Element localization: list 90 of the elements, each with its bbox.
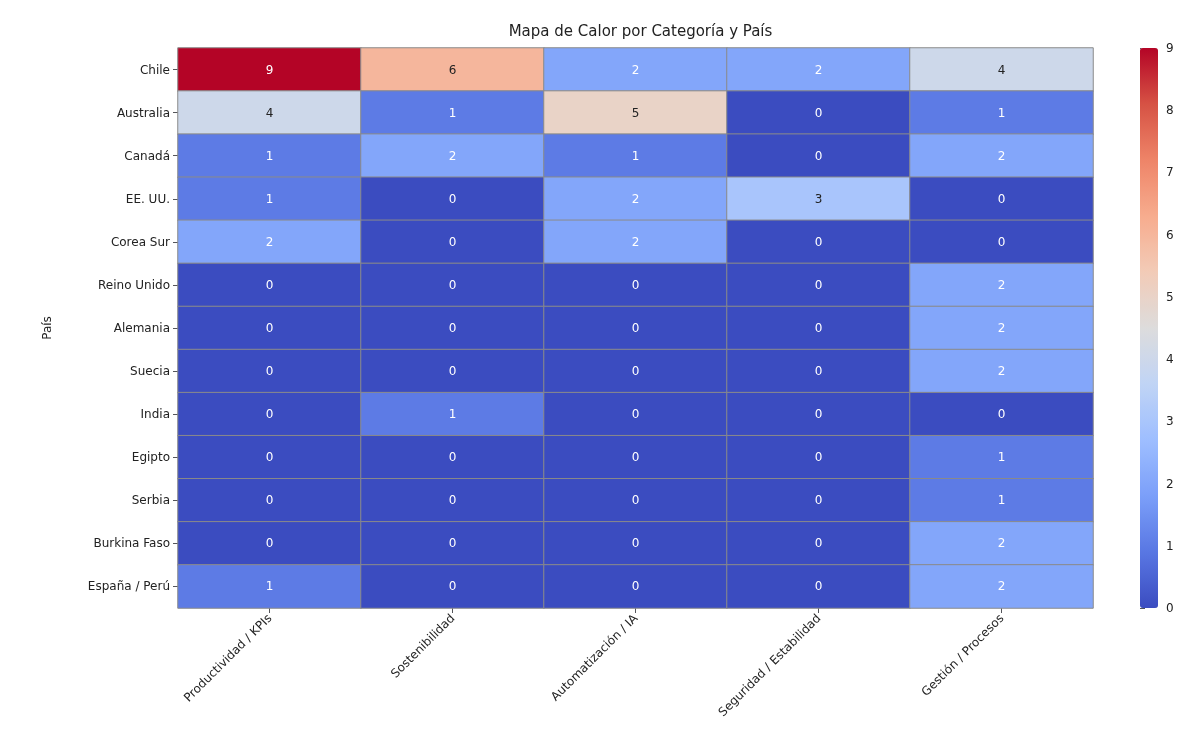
data-label: 2 <box>448 148 457 163</box>
data-label: 2 <box>997 364 1006 379</box>
data-label: 0 <box>448 321 457 335</box>
data-label: 0 <box>631 277 640 292</box>
data-label: 1 <box>997 493 1006 508</box>
y-tick-label: Corea Sur <box>110 234 171 249</box>
data-label: 2 <box>997 277 1006 292</box>
data-label: 0 <box>448 579 457 594</box>
data-label: 1 <box>997 105 1006 120</box>
data-label: 0 <box>631 536 640 551</box>
y-tick-label: Chile <box>139 62 170 77</box>
data-label: 2 <box>631 191 640 206</box>
color-bar-label: 0 <box>1166 601 1174 615</box>
data-label: 0 <box>814 148 823 163</box>
data-label: 0 <box>265 407 274 422</box>
data-label: 0 <box>997 234 1006 249</box>
color-bar-label: 4 <box>1166 352 1174 367</box>
data-label: 0 <box>265 364 274 379</box>
data-label: 0 <box>631 364 640 379</box>
data-label: 0 <box>265 321 274 335</box>
y-tick-label: Canadá <box>124 148 170 163</box>
data-label: 5 <box>631 105 640 120</box>
data-label: 1 <box>448 105 457 120</box>
y-tick-label: Egipto <box>131 450 170 465</box>
chart-title: Mapa de Calor por Categoría y País <box>508 21 773 40</box>
data-label: 0 <box>997 191 1006 206</box>
y-tick-label: India <box>140 407 170 422</box>
data-label: 0 <box>814 450 823 465</box>
data-label: 0 <box>448 536 457 551</box>
data-label: 1 <box>448 407 457 422</box>
data-label: 1 <box>265 579 274 594</box>
data-label: 2 <box>997 148 1006 163</box>
y-tick-label: Serbia <box>131 493 170 508</box>
data-label: 0 <box>265 536 274 551</box>
color-bar-label: 7 <box>1166 165 1174 180</box>
data-label: 2 <box>631 62 640 77</box>
data-label: 0 <box>814 536 823 551</box>
y-tick-label: Suecia <box>130 364 170 379</box>
data-label: 9 <box>265 62 274 77</box>
color-bar-label: 2 <box>1166 476 1174 491</box>
data-label: 0 <box>631 493 640 508</box>
data-label: 0 <box>448 450 457 465</box>
data-label: 0 <box>814 321 823 335</box>
data-label: 2 <box>265 234 274 249</box>
data-label: 0 <box>448 191 457 206</box>
color-bar-label: 5 <box>1166 289 1174 304</box>
data-label: 0 <box>265 493 274 508</box>
data-label: 2 <box>631 234 640 249</box>
y-tick-label: Burkina Faso <box>93 536 170 551</box>
color-bar-label: 3 <box>1166 414 1174 429</box>
data-label: 3 <box>814 191 823 206</box>
data-label: 0 <box>448 234 457 249</box>
data-label: 0 <box>997 407 1006 422</box>
data-label: 6 <box>448 62 457 77</box>
data-label: 0 <box>814 105 823 120</box>
color-bar-label: 1 <box>1166 538 1174 553</box>
data-label: 4 <box>997 62 1006 77</box>
data-label: 4 <box>265 105 274 120</box>
data-label: 2 <box>997 579 1006 594</box>
data-label: 0 <box>631 579 640 594</box>
data-label: 0 <box>631 450 640 465</box>
color-bar-label: 6 <box>1166 227 1174 242</box>
data-label: 0 <box>814 493 823 508</box>
data-label: 0 <box>265 277 274 292</box>
color-bar-label: 9 <box>1166 41 1174 55</box>
data-label: 0 <box>814 277 823 292</box>
data-label: 0 <box>448 364 457 379</box>
data-label: 0 <box>814 579 823 594</box>
data-label: 1 <box>997 450 1006 465</box>
data-label: 0 <box>814 407 823 422</box>
data-label: 2 <box>814 62 823 77</box>
data-label: 0 <box>631 321 640 335</box>
data-label: 0 <box>448 493 457 508</box>
data-label: 1 <box>265 148 274 163</box>
data-label: 2 <box>997 321 1006 335</box>
y-tick-label: EE. UU. <box>125 191 170 206</box>
data-label: 1 <box>631 148 640 163</box>
y-tick-label: Australia <box>116 105 170 120</box>
data-label: 0 <box>448 277 457 292</box>
data-label: 0 <box>265 450 274 465</box>
data-label: 0 <box>814 234 823 249</box>
y-tick-label: Alemania <box>113 321 170 335</box>
y-tick-label: Reino Unido <box>98 277 170 292</box>
data-label: 2 <box>997 536 1006 551</box>
data-label: 0 <box>631 407 640 422</box>
y-tick-label: España / Perú <box>87 579 170 594</box>
data-label: 0 <box>814 364 823 379</box>
color-bar-label: 8 <box>1166 103 1174 118</box>
y-axis-title: País <box>40 316 54 340</box>
data-label: 1 <box>265 191 274 206</box>
